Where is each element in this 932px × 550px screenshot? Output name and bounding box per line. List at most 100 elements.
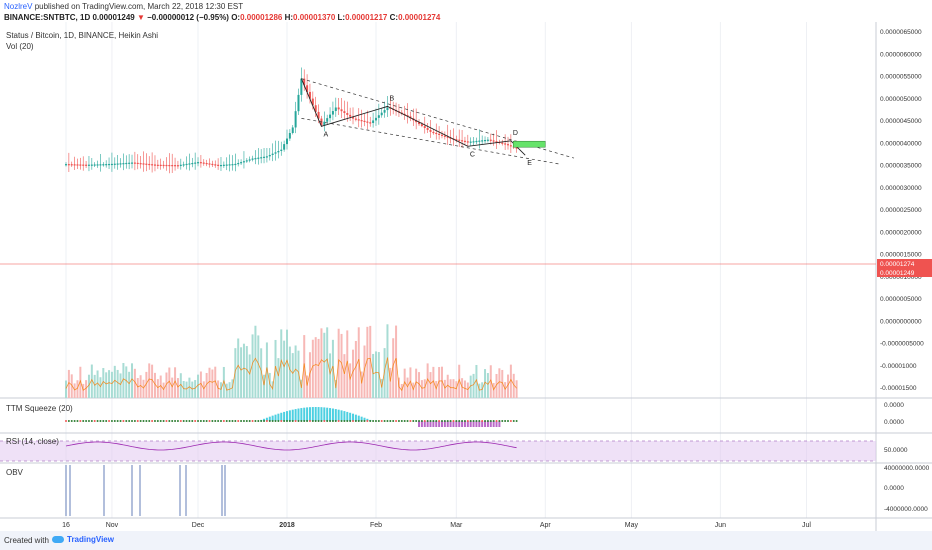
candle-body <box>372 120 375 124</box>
candle-body <box>159 164 162 167</box>
volume-bar <box>73 383 76 398</box>
volume-bar <box>108 370 111 398</box>
volume-bar <box>174 367 177 398</box>
candle-body <box>509 145 512 147</box>
ttm-dot <box>403 420 406 422</box>
ttm-dot <box>354 420 357 422</box>
change-value: −0.00000012 (−0.95%) <box>147 13 229 22</box>
volume-bar <box>76 380 79 398</box>
ttm-dot <box>179 420 182 422</box>
volume-bar <box>380 378 383 398</box>
indicator-tick-label: -4000000.0000 <box>884 506 928 513</box>
price-tick-label: 0.0000010000 <box>880 274 922 281</box>
candle-body <box>108 163 111 166</box>
candle-body <box>151 164 154 166</box>
candle-body <box>423 126 426 129</box>
ttm-dot <box>286 420 288 422</box>
ttm-dot <box>463 420 466 422</box>
candle-body <box>234 163 237 166</box>
volume-ma-line <box>65 357 517 392</box>
ttm-dot <box>199 420 202 422</box>
ttm-dot <box>303 420 306 422</box>
volume-legend[interactable]: Vol (20) <box>6 42 34 51</box>
obv-legend[interactable]: OBV <box>6 468 23 477</box>
volume-bar <box>222 366 225 398</box>
candle-body <box>504 143 507 145</box>
ttm-bar <box>492 421 495 427</box>
volume-bar <box>116 369 119 398</box>
candle-body <box>478 140 481 142</box>
ttm-dot <box>446 420 449 422</box>
volume-bar <box>179 373 182 398</box>
ttm-bar <box>300 408 303 421</box>
author-link[interactable]: NozlreV <box>4 2 33 11</box>
volume-bar <box>409 367 412 398</box>
ttm-dot <box>277 420 280 422</box>
ttm-bar <box>481 421 484 427</box>
candle-body <box>515 147 518 149</box>
candle-body <box>197 162 200 164</box>
volume-bar <box>486 373 489 398</box>
ttm-bar <box>426 421 429 427</box>
candle-body <box>254 158 257 160</box>
candle-body <box>326 118 329 122</box>
ttm-dot <box>515 420 518 422</box>
candle-body <box>291 127 294 134</box>
volume-bar <box>406 377 409 398</box>
volume-bar <box>260 348 263 398</box>
indicator-tick-label: 0.0000 <box>884 402 904 409</box>
x-tick-label: Nov <box>106 522 119 529</box>
candle-body <box>300 78 303 95</box>
candle-body <box>99 164 102 166</box>
ttm-dot <box>469 420 472 422</box>
volume-bar <box>271 381 274 398</box>
ttm-histogram <box>65 407 518 427</box>
ttm-dot <box>96 420 99 422</box>
price-tick-label: 0.0000000000 <box>880 318 922 325</box>
ttm-dot <box>435 420 438 422</box>
ttm-bar <box>331 408 334 421</box>
wedge-pattern: A B C D E <box>300 78 575 167</box>
ttm-dot <box>383 420 386 422</box>
ttm-dot <box>486 420 489 422</box>
ttm-dot <box>214 420 217 422</box>
volume-bar <box>478 383 481 398</box>
tradingview-link[interactable]: TradingView <box>52 535 114 544</box>
volume-bar <box>449 379 452 398</box>
rsi-legend[interactable]: RSI (14, close) <box>6 437 59 446</box>
volume-bar <box>139 375 142 398</box>
volume-bar <box>182 381 185 398</box>
symbol-label: BINANCE:SNTBTC, 1D <box>4 13 91 22</box>
volume-bar <box>240 347 243 398</box>
volume-bar <box>131 363 134 398</box>
chart-canvas: A B C D E 0.0000065000 0.0000060000 0.00000550… <box>0 22 932 531</box>
volume-bar <box>492 382 495 398</box>
ttm-dot <box>263 420 266 422</box>
last-value: 0.00001249 <box>92 13 135 22</box>
candle-body <box>168 164 171 167</box>
candle-body <box>93 164 96 166</box>
candle-body <box>211 163 214 166</box>
candle-body <box>128 162 131 164</box>
candle-body <box>179 164 182 166</box>
volume-bar <box>251 334 254 398</box>
volume-bar <box>277 358 280 398</box>
ttm-dot <box>429 420 432 422</box>
ttm-dot <box>251 420 254 422</box>
ttm-dot <box>242 420 245 422</box>
volume-bar <box>501 369 504 398</box>
ttm-dot <box>87 420 90 422</box>
ttm-bar <box>418 421 421 427</box>
ttm-dot <box>397 420 400 422</box>
ttm-dot <box>484 420 487 422</box>
ttm-dot <box>131 420 134 422</box>
candle-body <box>131 162 134 164</box>
volume-bar <box>372 353 375 398</box>
candle-body <box>469 141 472 143</box>
ttm-dot <box>139 420 142 422</box>
candle-body <box>139 163 142 165</box>
candle-body <box>174 165 177 167</box>
volume-bar <box>432 366 435 398</box>
ttm-legend[interactable]: TTM Squeeze (20) <box>6 404 73 413</box>
candle-body <box>202 162 205 164</box>
